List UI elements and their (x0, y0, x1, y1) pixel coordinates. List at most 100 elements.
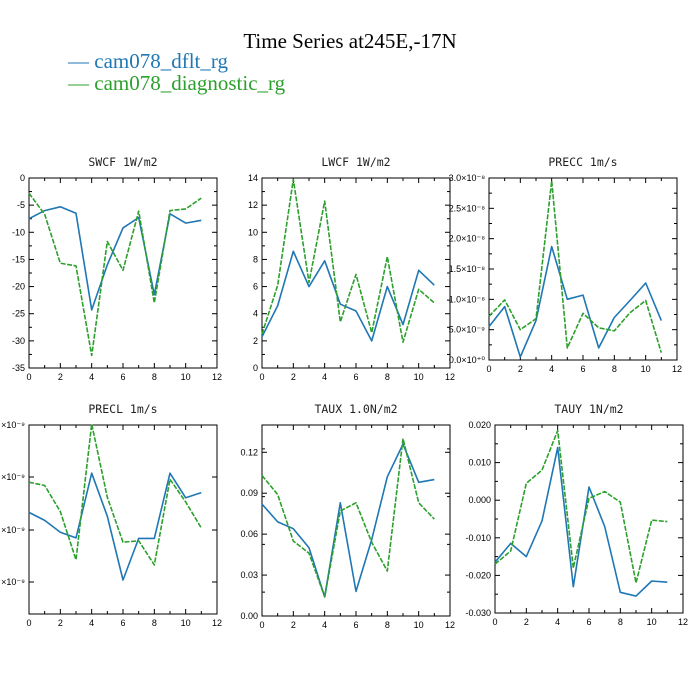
chart-panel-3: PRECL 1m/s 0 2 4 6 8 10 12 ×10⁻⁹ ×10⁻⁹ ×10⁻⁹ ×10⁻⁹ (1, 402, 222, 628)
x-tick-label: 2 (518, 364, 523, 374)
y-tick-label: -0.030 (465, 608, 491, 618)
x-tick-label: 2 (58, 618, 63, 628)
y-tick-label: 0.010 (468, 458, 491, 468)
x-tick-label: 12 (672, 364, 682, 374)
y-tick-label: 2.0×10⁻⁸ (449, 234, 486, 244)
y-tick-label: -30 (12, 336, 25, 346)
plot-frame (28, 424, 218, 615)
x-tick-label: 8 (152, 372, 157, 382)
plot-frame (488, 177, 678, 361)
y-tick-label: 0.12 (240, 447, 258, 457)
y-tick-label: 0.020 (468, 420, 491, 430)
panel-title: SWCF 1W/m2 (88, 155, 157, 169)
y-tick-label: 4 (253, 309, 258, 319)
series-line-dflt (494, 446, 668, 597)
x-tick-label: 10 (414, 372, 424, 382)
x-tick-label: 6 (120, 372, 125, 382)
y-tick-label: 2 (253, 336, 258, 346)
x-tick-label: 8 (618, 617, 623, 627)
x-tick-label: 4 (549, 364, 554, 374)
y-tick-label: ×10⁻⁹ (1, 525, 25, 535)
panel-title: LWCF 1W/m2 (321, 155, 390, 169)
chart-panel-1: LWCF 1W/m2 0 2 4 6 8 10 12 14 12 10 8 6 4 2 0 (248, 155, 455, 382)
x-tick-label: 6 (586, 617, 591, 627)
x-tick-label: 12 (212, 372, 222, 382)
figure-title: Time Series at245E,-17N (243, 29, 457, 53)
x-tick-label: 0 (259, 372, 264, 382)
x-tick-label: 6 (580, 364, 585, 374)
y-tick-label: ×10⁻⁹ (1, 472, 25, 482)
y-tick-label: 0.0×10⁺⁰ (449, 355, 486, 365)
x-tick-label: 8 (385, 372, 390, 382)
x-tick-label: 6 (120, 618, 125, 628)
x-tick-label: 8 (385, 620, 390, 630)
x-tick-label: 4 (89, 372, 94, 382)
series-line-dflt (28, 472, 202, 581)
y-tick-label: 0 (20, 173, 25, 183)
x-tick-label: 4 (322, 372, 327, 382)
series-line-dflt (261, 250, 435, 342)
y-tick-label: 0.06 (240, 529, 258, 539)
x-tick-label: 2 (58, 372, 63, 382)
x-tick-label: 6 (353, 372, 358, 382)
series-line-diagnostic (488, 180, 663, 353)
x-tick-label: 0 (492, 617, 497, 627)
panel-title: TAUX 1.0N/m2 (314, 402, 397, 416)
y-tick-label: 1.0×10⁻⁸ (449, 294, 486, 304)
y-tick-label: ×10⁻⁹ (1, 577, 25, 587)
y-tick-label: 5.0×10⁻⁹ (449, 325, 486, 335)
y-tick-label: 0.09 (240, 488, 258, 498)
chart-panel-0: SWCF 1W/m2 0 2 4 6 8 10 12 0 -5 -10 -15 -20 -25 -30 -35 (12, 155, 222, 382)
plot-frame (494, 424, 684, 614)
x-tick-label: 8 (612, 364, 617, 374)
legend-entry-diagnostic: — cam078_diagnostic_rg (68, 71, 286, 95)
x-tick-label: 10 (181, 618, 191, 628)
series-line-diagnostic (261, 437, 435, 598)
y-tick-label: -25 (12, 309, 25, 319)
x-tick-label: 12 (678, 617, 688, 627)
x-tick-label: 8 (152, 618, 157, 628)
x-tick-label: 12 (445, 620, 455, 630)
series-line-dflt (261, 443, 435, 598)
y-tick-label: 10 (248, 227, 258, 237)
panel-title: TAUY 1N/m2 (554, 402, 623, 416)
x-tick-label: 10 (414, 620, 424, 630)
series-line-dflt (488, 245, 663, 358)
y-tick-label: ×10⁻⁹ (1, 420, 25, 430)
chart-panel-4: TAUX 1.0N/m2 0 2 4 6 8 10 12 0.12 0.09 0.06 0.03 0.0… (240, 402, 455, 630)
y-tick-label: 2.5×10⁻⁸ (449, 203, 486, 213)
y-tick-label: 3.0×10⁻⁸ (449, 173, 486, 183)
y-tick-label: 0 (253, 363, 258, 373)
series-line-dflt (28, 206, 202, 311)
series-line-diagnostic (494, 429, 668, 584)
y-tick-label: -0.020 (465, 570, 491, 580)
y-tick-label: -35 (12, 363, 25, 373)
x-tick-label: 10 (181, 372, 191, 382)
y-tick-label: -0.010 (465, 533, 491, 543)
y-tick-label: 6 (253, 282, 258, 292)
y-tick-label: -10 (12, 227, 25, 237)
x-tick-label: 0 (486, 364, 491, 374)
x-tick-label: 0 (259, 620, 264, 630)
x-tick-label: 10 (647, 617, 657, 627)
y-tick-label: 1.5×10⁻⁸ (449, 264, 486, 274)
series-line-diagnostic (261, 178, 435, 344)
x-tick-label: 6 (353, 620, 358, 630)
panel-title: PRECL 1m/s (88, 402, 157, 416)
legend-entry-dflt: — cam078_dflt_rg (68, 49, 229, 73)
chart-panel-5: TAUY 1N/m2 0 2 4 6 8 10 12 0.020 0.010 0.000 -0.010… (465, 402, 688, 627)
x-tick-label: 0 (26, 372, 31, 382)
y-tick-label: 14 (248, 173, 258, 183)
series-line-diagnostic (28, 423, 202, 566)
panel-title: PRECC 1m/s (548, 155, 617, 169)
x-tick-label: 4 (555, 617, 560, 627)
x-tick-label: 12 (445, 372, 455, 382)
x-tick-label: 12 (212, 618, 222, 628)
chart-panel-2: PRECC 1m/s 0 2 4 6 8 10 12 3.0×10⁻⁸ 2.5×10⁻⁸ 2.0×1… (449, 155, 682, 374)
y-tick-label: -5 (17, 200, 25, 210)
y-tick-label: 12 (248, 200, 258, 210)
x-tick-label: 4 (322, 620, 327, 630)
y-tick-label: 0.03 (240, 570, 258, 580)
x-tick-label: 2 (291, 620, 296, 630)
